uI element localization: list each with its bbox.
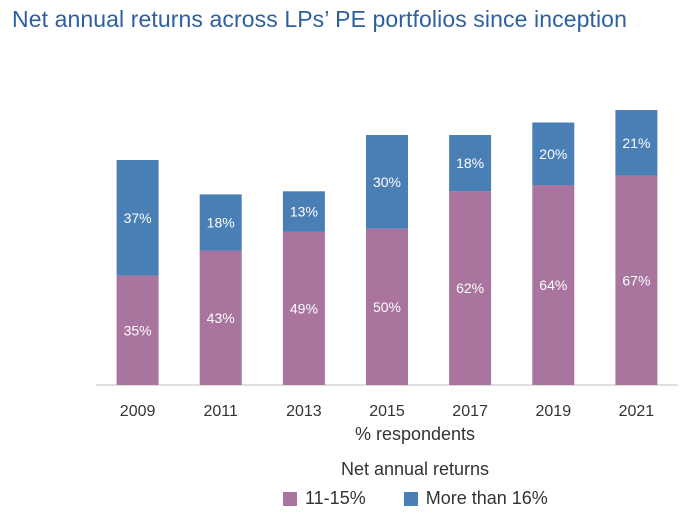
data-label-11-15-2011: 43% — [207, 310, 235, 326]
data-label-11-15-2015: 50% — [373, 299, 401, 315]
data-label-11-15-2017: 62% — [456, 280, 484, 296]
x-ticks-group: 2009 2011 2013 2015 2017 2019 2021 — [120, 403, 654, 420]
data-label-11-15-2021: 67% — [622, 272, 650, 288]
legend-swatch-11-15 — [283, 491, 297, 506]
data-label-more-than-16-2011: 18% — [207, 215, 235, 231]
x-tick-label-2021: 2021 — [619, 403, 655, 420]
data-label-11-15-2009: 35% — [124, 322, 152, 338]
bar-11-15-2021 — [615, 175, 658, 385]
x-tick-label-2019: 2019 — [536, 403, 572, 420]
data-label-11-15-2019: 64% — [539, 277, 567, 293]
x-tick-label-2011: 2011 — [203, 403, 238, 420]
legend-title: Net annual returns — [340, 459, 490, 479]
x-tick-label-2013: 2013 — [286, 403, 322, 420]
x-tick-label-2009: 2009 — [120, 403, 156, 420]
data-label-11-15-2013: 49% — [290, 300, 318, 316]
bar-more-than-16-2011 — [199, 194, 242, 251]
bar-chart: 35% 37% 43% 18% 49% 13% 50% 30% 62% 18% 64% 20% 67% 2… — [96, 110, 678, 420]
x-axis-label: % respondents — [354, 424, 476, 444]
data-label-more-than-16-2015: 30% — [373, 174, 401, 190]
bar-11-15-2013 — [282, 231, 325, 385]
bar-11-15-2019 — [532, 185, 575, 385]
data-label-more-than-16-2021: 21% — [622, 135, 650, 151]
data-label-more-than-16-2017: 18% — [456, 155, 484, 171]
bar-more-than-16-2017 — [449, 135, 492, 192]
bar-more-than-16-2021 — [615, 110, 658, 176]
bar-more-than-16-2019 — [532, 122, 575, 185]
legend-label-more-than-16: More than 16% — [425, 488, 548, 508]
x-tick-label-2017: 2017 — [452, 403, 488, 420]
legend-item-more-than-16: More than 16% — [403, 488, 548, 509]
legend: 11-15% More than 16% — [283, 488, 586, 509]
data-label-more-than-16-2013: 13% — [290, 204, 318, 220]
chart-title: Net annual returns across LPs’ PE portfo… — [12, 6, 627, 32]
bar-11-15-2015 — [366, 228, 408, 386]
bars-group: 35% 37% 43% 18% 49% 13% 50% 30% 62% 18% 64% 20% 67% 2… — [116, 110, 658, 386]
x-tick-label-2015: 2015 — [369, 403, 405, 420]
legend-item-11-15: 11-15% — [283, 488, 366, 509]
bar-more-than-16-2013 — [282, 191, 325, 232]
data-label-more-than-16-2009: 37% — [124, 210, 152, 226]
bar-more-than-16-2009 — [116, 160, 159, 276]
bar-more-than-16-2015 — [366, 135, 408, 229]
data-label-more-than-16-2019: 20% — [539, 146, 567, 162]
bar-11-15-2011 — [199, 250, 242, 385]
legend-label-11-15: 11-15% — [305, 488, 366, 508]
bar-11-15-2017 — [449, 191, 492, 386]
bar-11-15-2009 — [116, 275, 159, 385]
legend-swatch-more-than-16 — [403, 491, 418, 506]
